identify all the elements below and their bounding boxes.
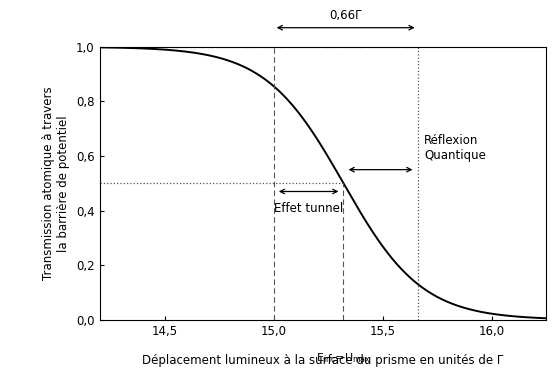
Y-axis label: Transmission atomique à travers
la barrière de potentiel: Transmission atomique à travers la barri… [43,87,70,280]
X-axis label: Déplacement lumineux à la surface du prisme en unités de Γ: Déplacement lumineux à la surface du pri… [142,355,503,367]
Text: Réflexion
Quantique: Réflexion Quantique [424,134,486,162]
Text: 0,66Γ: 0,66Γ [330,9,362,22]
Text: Effet tunnel: Effet tunnel [274,202,343,215]
Text: E$_{\mathrm{inc}}$=U$_{\mathrm{max}}$: E$_{\mathrm{inc}}$=U$_{\mathrm{max}}$ [316,351,371,365]
